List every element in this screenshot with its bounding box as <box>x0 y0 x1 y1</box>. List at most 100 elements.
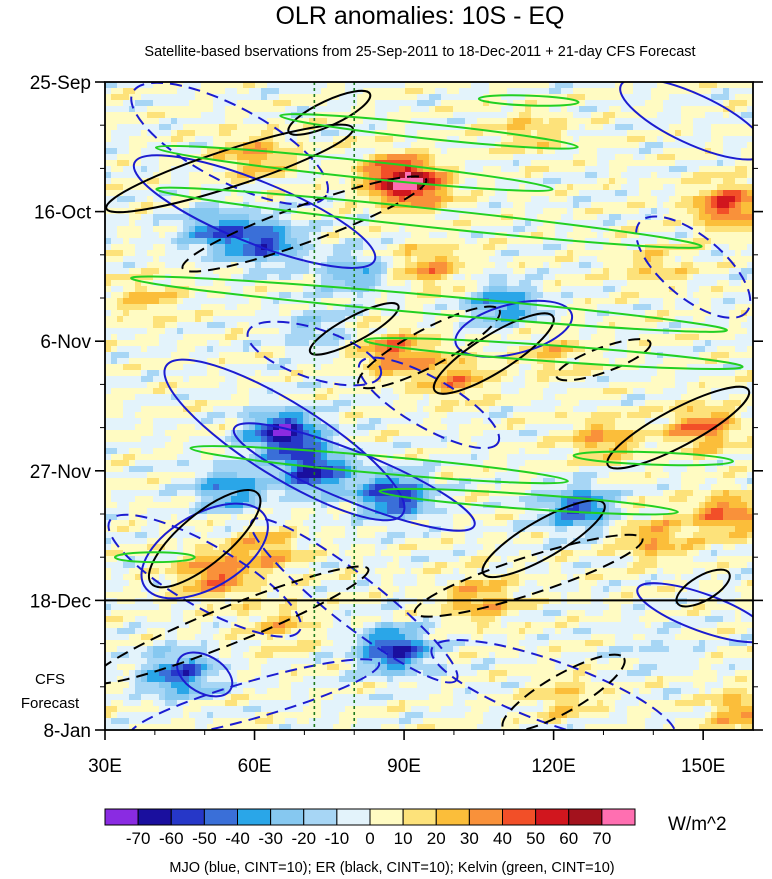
heat-cell-2655 <box>483 226 490 233</box>
heat-cell-2256 <box>681 202 688 209</box>
heat-cell-2433 <box>447 214 454 221</box>
heat-cell-1630 <box>165 172 172 179</box>
heat-cell-106 <box>741 82 748 89</box>
heat-cell-2906 <box>693 238 700 245</box>
heat-cell-1024 <box>417 136 424 143</box>
heat-cell-2609 <box>207 226 214 233</box>
heat-cell-1543 <box>291 166 298 173</box>
heat-cell-3688 <box>201 286 208 293</box>
heat-cell-2157 <box>735 196 742 203</box>
heat-cell-3270 <box>285 262 292 269</box>
heat-cell-2132 <box>585 196 592 203</box>
heat-cell-4162 <box>453 310 460 317</box>
heat-cell-3945 <box>447 298 454 305</box>
heat-cell-298 <box>597 94 604 101</box>
heat-cell-2696 <box>729 226 736 233</box>
heat-cell-2662 <box>525 226 532 233</box>
heat-cell-4651 <box>147 340 154 347</box>
heat-cell-2281 <box>183 208 190 215</box>
heat-cell-2267 <box>747 202 753 209</box>
heat-cell-3284 <box>369 262 376 269</box>
heat-cell-1323 <box>267 154 274 161</box>
heat-cell-2495 <box>171 220 178 227</box>
heat-cell-4932 <box>537 352 544 359</box>
heat-cell-1441 <box>327 160 334 167</box>
heat-cell-3384 <box>321 268 328 275</box>
heat-cell-962 <box>693 130 700 137</box>
heat-cell-3786 <box>141 292 148 299</box>
heat-cell-4797 <box>375 346 382 353</box>
heat-cell-4383 <box>483 322 490 329</box>
heat-cell-93 <box>663 82 670 89</box>
heat-cell-1057 <box>615 136 622 143</box>
heat-cell-756 <box>105 124 112 131</box>
heat-cell-4805 <box>423 346 430 353</box>
heat-cell-351 <box>267 100 274 107</box>
heat-cell-2764 <box>489 232 496 239</box>
heat-cell-3728 <box>441 286 448 293</box>
heat-cell-2866 <box>453 238 460 245</box>
heat-cell-4682 <box>333 340 340 347</box>
heat-cell-2334 <box>501 208 508 215</box>
heat-cell-3137 <box>135 256 142 263</box>
heat-cell-3317 <box>567 262 574 269</box>
heat-cell-1466 <box>477 160 484 167</box>
heat-cell-3859 <box>579 292 586 299</box>
heat-cell-1111 <box>291 142 298 149</box>
heat-cell-177 <box>519 88 526 95</box>
heat-cell-1150 <box>525 142 532 149</box>
heat-cell-3849 <box>519 292 526 299</box>
heat-cell-1959 <box>195 190 202 197</box>
heat-cell-4699 <box>435 340 442 347</box>
heat-cell-1237 <box>399 148 406 155</box>
heat-cell-3452 <box>729 268 736 275</box>
heat-cell-2232 <box>537 202 544 209</box>
heat-cell-1790 <box>477 178 484 185</box>
heat-cell-2565 <box>591 220 598 227</box>
heat-cell-3889 <box>111 298 118 305</box>
heat-cell-3982 <box>669 298 676 305</box>
heat-cell-1314 <box>213 154 220 161</box>
heat-cell-49 <box>399 82 406 89</box>
heat-cell-2585 <box>711 220 718 227</box>
heat-cell-2518 <box>309 220 316 227</box>
heat-cell-836 <box>585 124 592 131</box>
heat-cell-2488 <box>129 220 136 227</box>
heat-cell-689 <box>351 118 358 125</box>
heat-cell-1662 <box>357 172 364 179</box>
heat-cell-2927 <box>171 244 178 251</box>
heat-cell-4941 <box>591 352 598 359</box>
heat-cell-4949 <box>639 352 646 359</box>
heat-cell-3732 <box>465 286 472 293</box>
heat-cell-2471 <box>675 214 682 221</box>
heat-cell-3860 <box>585 292 592 299</box>
heat-cell-33 <box>303 82 310 89</box>
heat-cell-3163 <box>291 256 298 263</box>
heat-cell-2110 <box>453 196 460 203</box>
heat-cell-377 <box>423 100 430 107</box>
heat-cell-3691 <box>219 286 226 293</box>
heat-cell-3087 <box>483 250 490 257</box>
heat-cell-660 <box>177 118 184 125</box>
heat-cell-1816 <box>633 178 640 185</box>
heat-cell-1128 <box>393 142 400 149</box>
heat-cell-3390 <box>357 268 364 275</box>
heat-cell-1082 <box>117 142 124 149</box>
heat-cell-2816 <box>153 238 160 245</box>
heat-cell-1277 <box>639 148 646 155</box>
heat-cell-2986 <box>525 244 532 251</box>
heat-cell-2754 <box>429 232 436 239</box>
heat-cell-1577 <box>495 166 502 173</box>
heat-cell-3707 <box>315 286 322 293</box>
heat-cell-1564 <box>417 166 424 173</box>
heat-cell-4089 <box>663 304 670 311</box>
heat-cell-3758 <box>621 286 628 293</box>
heat-cell-3122 <box>693 250 700 257</box>
heat-cell-2125 <box>543 196 550 203</box>
heat-cell-2614 <box>237 226 244 233</box>
heat-cell-4094 <box>693 304 700 311</box>
heat-cell-588 <box>393 112 400 119</box>
heat-cell-978 <box>141 136 148 143</box>
heat-cell-1614 <box>717 166 724 173</box>
heat-cell-905 <box>351 130 358 137</box>
